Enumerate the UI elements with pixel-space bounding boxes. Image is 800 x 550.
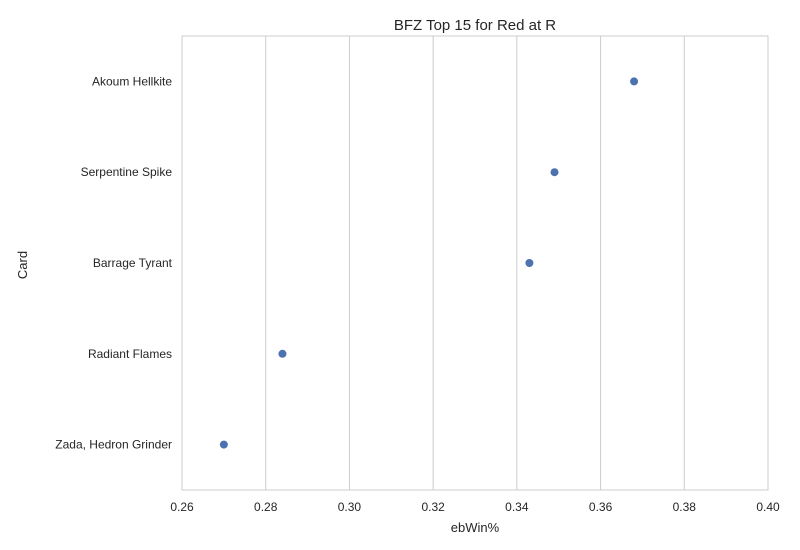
x-tick-label: 0.32	[421, 500, 445, 514]
data-point	[525, 259, 534, 267]
x-tick-labels: 0.26 0.28 0.30 0.32 0.34 0.36 0.38 0.40	[170, 500, 780, 514]
chart-title: BFZ Top 15 for Red at R	[394, 17, 556, 34]
y-tick-labels: Akoum Hellkite Serpentine Spike Barrage Ty…	[55, 74, 172, 451]
y-tick-label: Serpentine Spike	[81, 165, 173, 179]
x-tick-label: 0.26	[170, 500, 194, 514]
data-point	[278, 349, 287, 358]
y-tick-label: Barrage Tyrant	[93, 256, 173, 270]
data-point	[219, 440, 228, 449]
x-tick-label: 0.28	[254, 500, 278, 514]
x-tick-label: 0.40	[756, 500, 780, 514]
data-point	[550, 168, 559, 177]
grid-lines	[181, 36, 769, 490]
x-axis-label: ebWin%	[451, 520, 500, 535]
y-axis-label: Card	[15, 251, 30, 279]
x-tick-label: 0.34	[505, 500, 529, 514]
x-tick-label: 0.36	[589, 500, 613, 514]
y-tick-label: Radiant Flames	[88, 347, 172, 361]
x-tick-label: 0.38	[673, 500, 697, 514]
data-point	[630, 77, 639, 86]
data-points	[219, 77, 639, 449]
x-tick-label: 0.30	[338, 500, 362, 514]
y-tick-label: Zada, Hedron Grinder	[55, 438, 172, 452]
plot-frame	[181, 35, 769, 491]
y-tick-label: Akoum Hellkite	[92, 74, 172, 88]
